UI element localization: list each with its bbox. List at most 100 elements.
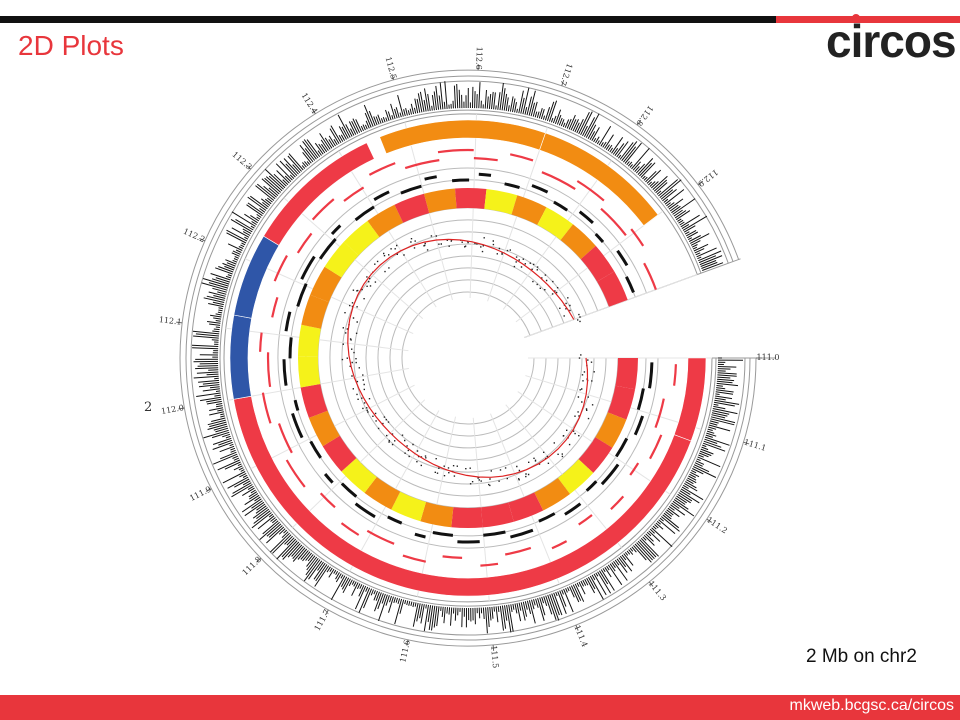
red-tile	[368, 162, 396, 176]
tick-label: 111.6	[398, 639, 412, 663]
histogram-bars	[191, 81, 744, 634]
circos-logo: circos	[826, 15, 957, 67]
outer-band-segment	[539, 132, 659, 227]
black-tile	[354, 205, 375, 222]
tick-label: 112.9	[696, 167, 720, 188]
heatmap-cell	[391, 491, 426, 522]
tick-label: 112.2	[182, 227, 207, 245]
heatmap-cell	[595, 412, 627, 448]
red-tile	[578, 514, 593, 526]
slide-title: 2D Plots	[18, 30, 124, 61]
red-tile	[285, 459, 306, 488]
heatmap-cell	[484, 189, 518, 215]
tick-mark	[706, 518, 713, 523]
tick-mark	[406, 639, 409, 646]
tick-mark	[697, 180, 704, 186]
heatmap-cell	[508, 492, 544, 522]
chromosome-label: 2	[144, 400, 152, 415]
black-tile	[483, 530, 506, 537]
red-tile	[259, 332, 263, 352]
tick-mark	[325, 609, 329, 616]
tick-label: 112.5	[384, 56, 399, 80]
outer-band-segment	[263, 142, 375, 246]
heatmap-cell	[597, 271, 628, 307]
black-tile	[282, 359, 288, 386]
source-url: mkweb.bcgsc.ca/circos	[789, 697, 955, 714]
black-tile	[400, 184, 422, 195]
black-tile	[414, 532, 426, 539]
red-tile	[600, 207, 627, 236]
heatmap-cell	[301, 294, 329, 329]
heatmap-cell	[364, 477, 401, 510]
black-tile	[373, 190, 390, 201]
outer-band-segment	[233, 235, 280, 319]
heatmap-cell	[607, 385, 636, 420]
tick-label: 111.3	[646, 579, 667, 602]
black-tile	[531, 184, 549, 194]
tick-label: 112.8	[634, 104, 655, 128]
tick-mark	[492, 644, 495, 651]
tick-label: 112.4	[300, 91, 320, 115]
black-tile	[478, 172, 492, 177]
tick-label: 112.0	[160, 403, 184, 416]
red-tile	[643, 262, 657, 290]
red-tile	[541, 171, 576, 191]
heatmap-cell	[481, 502, 514, 528]
top-bar-red	[776, 16, 960, 23]
red-tile	[649, 434, 663, 460]
red-tile	[576, 180, 605, 202]
frame-ring-0	[179, 69, 757, 647]
heatmap-cell	[324, 241, 359, 278]
heatmap-cell	[341, 458, 377, 493]
tick-label: 111.5	[489, 645, 500, 669]
black-tile	[564, 502, 582, 516]
red-tile	[340, 522, 360, 536]
black-tile	[615, 437, 629, 458]
tick-label: 112.1	[158, 315, 182, 327]
black-tile	[538, 512, 556, 523]
tick-mark	[743, 441, 750, 445]
tick-label: 111.0	[757, 353, 780, 362]
black-tile	[309, 440, 322, 459]
heatmap-cell	[558, 459, 594, 494]
heatmap-cell	[322, 435, 357, 472]
tick-label: 111.7	[313, 608, 332, 632]
black-tile	[318, 237, 337, 260]
black-tile	[340, 482, 358, 498]
red-tile	[319, 492, 336, 509]
tick-label: 111.9	[188, 485, 212, 503]
heatmap-cell	[560, 224, 596, 260]
red-tile	[404, 159, 440, 170]
red-tile	[473, 157, 498, 162]
black-tile	[504, 182, 520, 190]
red-tile	[610, 495, 625, 510]
heatmap-cell	[343, 220, 380, 256]
black-tile	[585, 480, 598, 492]
tick-mark	[256, 557, 262, 563]
heatmap-cell	[298, 324, 321, 357]
bottom-bar	[0, 695, 960, 720]
black-tile	[451, 178, 470, 183]
black-tile	[553, 200, 569, 212]
heatmap-cell	[578, 437, 613, 473]
tick-mark	[311, 108, 316, 115]
black-tile	[300, 255, 316, 280]
heatmap-cell	[394, 193, 430, 223]
top-bar-black	[0, 16, 776, 23]
black-tile	[633, 415, 645, 436]
frame-ring-2	[190, 80, 746, 636]
frame-ring-1	[185, 75, 751, 641]
red-tile	[630, 228, 645, 247]
black-tile	[625, 276, 635, 293]
tick-label: 112.6	[474, 47, 484, 70]
heatmap-cell	[424, 188, 457, 214]
red-tile	[509, 153, 534, 162]
heatmap-cell	[580, 245, 615, 282]
tick-mark	[561, 79, 565, 86]
heatmap-cell	[308, 410, 340, 447]
tick-label: 112.7	[558, 62, 574, 87]
red-tile	[629, 462, 640, 476]
black-tile	[291, 412, 304, 439]
grid-ring-9	[389, 279, 547, 437]
tick-mark	[176, 321, 183, 324]
